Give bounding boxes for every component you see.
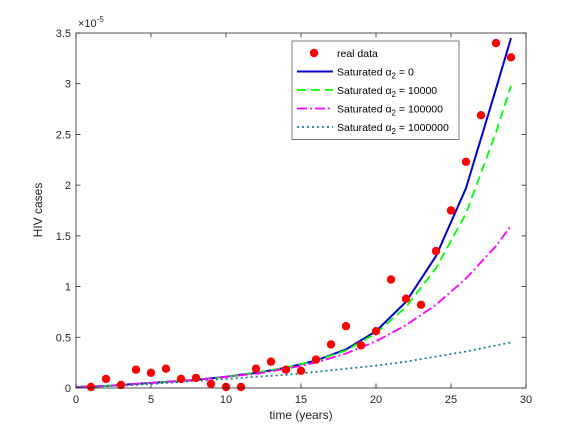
y-tick-label-3: 1.5 [56, 231, 71, 243]
data-point-8 [206, 379, 216, 389]
legend-sub-1: 2 [392, 90, 397, 99]
legend-label-2: Saturated α2 = 100000 [337, 104, 443, 118]
data-point-22 [416, 300, 426, 309]
y-tick-label-0: 0 [65, 383, 71, 395]
data-point-26 [476, 111, 486, 120]
y-tick-label-4: 2 [65, 180, 71, 192]
x-tick-label-2: 10 [220, 394, 232, 406]
data-point-10 [236, 382, 246, 392]
legend-value-2: = 100000 [396, 104, 443, 116]
x-tick-label-0: 0 [73, 394, 79, 406]
y-tick-label-7: 3.5 [56, 28, 71, 40]
legend-sub-0: 2 [392, 72, 397, 81]
legend-value-1: = 10000 [396, 85, 437, 97]
legend-alpha-1: α [385, 85, 391, 97]
data-point-2 [116, 380, 126, 390]
data-point-28 [506, 53, 516, 62]
legend-label-1: Saturated α2 = 10000 [337, 85, 437, 99]
data-point-12 [266, 357, 276, 366]
data-point-1 [101, 374, 111, 384]
data-point-5 [161, 364, 171, 373]
y-exponent: ×10-5 [78, 15, 104, 30]
legend-name-2: Saturated [337, 104, 385, 116]
data-point-17 [341, 321, 351, 331]
legend-sub-2: 2 [392, 109, 397, 118]
data-point-7 [191, 373, 201, 383]
legend-label-3: Saturated α2 = 1000000 [337, 122, 449, 136]
legend-alpha-2: α [385, 104, 391, 116]
legend-value-3: = 1000000 [396, 122, 449, 134]
legend-value-0: = 0 [396, 67, 414, 79]
x-tick-label-4: 20 [370, 394, 382, 406]
data-point-6 [176, 374, 186, 384]
legend-name-1: Saturated [337, 85, 385, 97]
x-tick-label-1: 5 [148, 394, 154, 406]
data-point-0 [86, 382, 96, 392]
data-point-15 [311, 355, 321, 364]
data-point-14 [296, 366, 306, 375]
y-axis-label: HIV cases [31, 183, 45, 238]
legend-alpha-3: α [385, 122, 391, 134]
y-tick-label-5: 2.5 [56, 129, 71, 141]
y-tick-label-2: 1 [65, 282, 71, 294]
data-point-19 [371, 327, 381, 336]
data-point-21 [401, 294, 411, 303]
data-point-16 [326, 340, 336, 349]
data-point-3 [131, 365, 141, 374]
data-point-20 [386, 275, 396, 284]
data-point-18 [356, 341, 366, 350]
legend-label-real-data: real data [337, 48, 378, 60]
y-exponent-power: -5 [97, 15, 105, 24]
data-point-11 [251, 364, 261, 373]
data-point-27 [491, 38, 501, 48]
legend-name-3: Saturated [337, 122, 385, 134]
y-exponent-base: ×10 [78, 18, 97, 30]
data-point-4 [146, 368, 156, 377]
data-point-25 [461, 157, 471, 166]
legend-alpha-0: α [385, 67, 391, 79]
data-point-24 [446, 206, 456, 215]
legend-sub-3: 2 [392, 127, 397, 136]
x-tick-label-6: 30 [520, 394, 532, 406]
legend-name-0: Saturated [337, 67, 385, 79]
legend-label-0: Saturated α2 = 0 [337, 67, 414, 81]
axes: 0 5 10 15 20 25 30 0 0.5 1 1.5 2 2.5 3 3.5 [56, 28, 532, 406]
series-line-2 [75, 225, 512, 388]
x-axis-label: time (years) [269, 408, 332, 422]
legend-marker-real-data [309, 48, 319, 58]
data-point-13 [281, 365, 291, 374]
y-tick-label-1: 0.5 [56, 332, 71, 344]
y-tick-label-6: 3 [65, 79, 71, 91]
x-tick-label-5: 25 [445, 394, 457, 406]
data-point-23 [431, 246, 441, 256]
x-tick-label-3: 15 [295, 394, 307, 406]
